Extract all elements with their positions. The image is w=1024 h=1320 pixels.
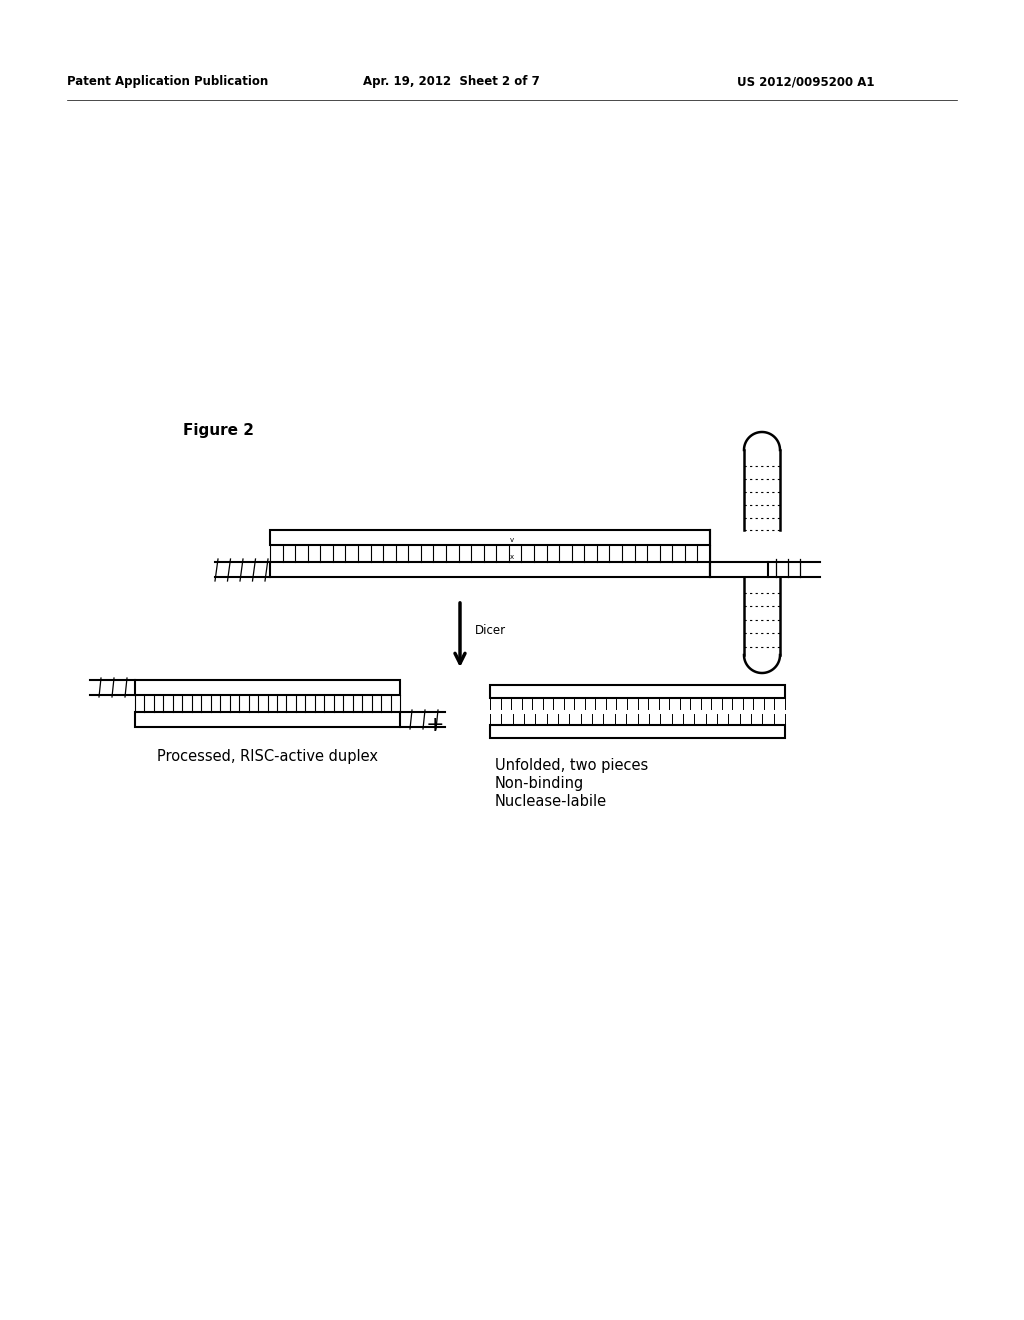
Text: Unfolded, two pieces: Unfolded, two pieces	[495, 758, 648, 774]
Bar	[270, 562, 710, 577]
Text: v: v	[510, 537, 514, 543]
Bar	[710, 562, 768, 577]
Bar	[270, 531, 710, 545]
Bar	[135, 711, 400, 727]
Text: Processed, RISC-active duplex: Processed, RISC-active duplex	[157, 748, 378, 764]
Text: Non-binding: Non-binding	[495, 776, 585, 791]
Text: Figure 2: Figure 2	[183, 422, 254, 437]
Text: x: x	[510, 554, 514, 560]
Bar	[135, 680, 400, 696]
Text: +: +	[426, 715, 444, 735]
Text: US 2012/0095200 A1: US 2012/0095200 A1	[737, 75, 874, 88]
Text: Patent Application Publication: Patent Application Publication	[67, 75, 268, 88]
Text: Dicer: Dicer	[475, 623, 506, 636]
Text: Nuclease-labile: Nuclease-labile	[495, 795, 607, 809]
Bar	[490, 685, 785, 698]
Bar	[490, 725, 785, 738]
Text: Apr. 19, 2012  Sheet 2 of 7: Apr. 19, 2012 Sheet 2 of 7	[362, 75, 540, 88]
